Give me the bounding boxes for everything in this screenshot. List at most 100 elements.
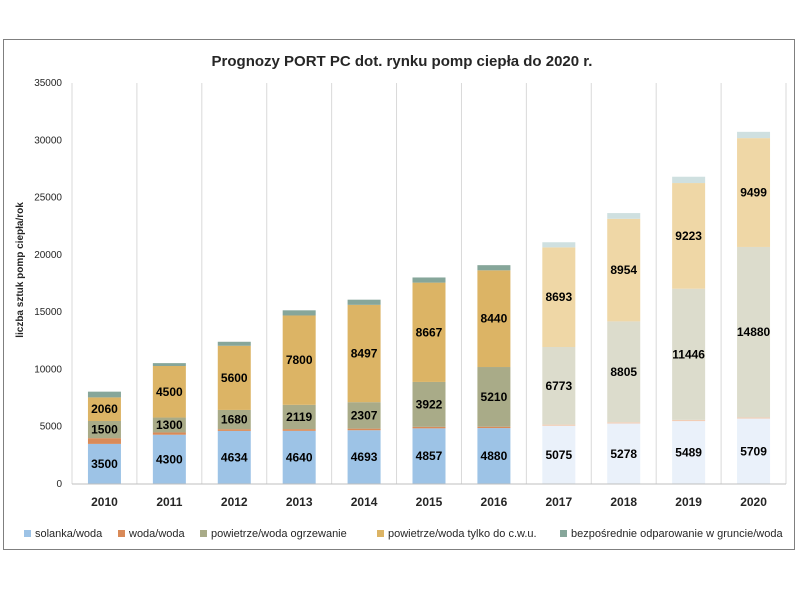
data-label: 5709	[740, 444, 767, 458]
data-label: 9499	[740, 186, 767, 200]
y-tick-label: 35000	[34, 78, 62, 89]
x-tick-label: 2012	[221, 495, 248, 509]
data-label: 3500	[91, 457, 118, 471]
chart-title: Prognozy PORT PC dot. rynku pomp ciepła …	[212, 53, 593, 70]
bar-segment	[412, 428, 446, 484]
legend: solanka/woda woda/woda powietrze/woda ogrz…	[24, 528, 783, 540]
bar-segment	[737, 418, 771, 484]
y-tick-label: 0	[56, 479, 62, 490]
legend-swatch	[118, 530, 125, 537]
bar-segment	[152, 434, 186, 484]
bar-segment	[412, 277, 446, 283]
bar-segment	[347, 299, 381, 305]
data-label: 9223	[675, 229, 702, 243]
legend-swatch	[200, 530, 207, 537]
bar-segment	[152, 365, 186, 418]
y-tick-label: 20000	[34, 250, 62, 261]
data-label: 4300	[156, 452, 183, 466]
bar-segment	[217, 430, 251, 484]
bar-segment	[477, 270, 511, 368]
data-label: 8667	[416, 325, 443, 339]
legend-label: bezpośrednie odparowanie w gruncie/woda	[571, 528, 783, 540]
x-axis-ticks: 2010 2011 2012 2013 2014 2015 2016 2017 2018 2019…	[91, 495, 767, 509]
data-label: 2307	[351, 408, 378, 422]
bar-segment	[607, 423, 641, 484]
bar-segment	[542, 346, 576, 425]
legend-item: bezpośrednie odparowanie w gruncie/woda	[560, 528, 783, 540]
bar-segment	[347, 402, 381, 429]
data-label: 5600	[221, 371, 248, 385]
grid-lines	[71, 83, 787, 484]
x-tick-label: 2019	[675, 495, 702, 509]
y-tick-label: 15000	[34, 307, 62, 318]
bar-segment	[737, 417, 771, 419]
data-label: 5210	[481, 390, 508, 404]
bar-segment	[282, 429, 316, 431]
y-tick-label: 30000	[34, 135, 62, 146]
bar-segment	[607, 213, 641, 219]
legend-item: powietrze/woda ogrzewanie	[200, 528, 347, 540]
bar-segment	[477, 428, 511, 484]
bar-segment	[347, 430, 381, 484]
legend-item: powietrze/woda tylko do c.w.u.	[377, 528, 537, 540]
data-label: 8693	[545, 290, 572, 304]
bar-segment	[217, 429, 251, 431]
bar-segment	[87, 443, 121, 484]
bar-segment	[737, 138, 771, 247]
y-tick-label: 25000	[34, 193, 62, 204]
bar-segment	[672, 421, 706, 484]
bar-segment	[87, 391, 121, 398]
data-label: 2119	[286, 410, 312, 424]
y-tick-label: 10000	[34, 364, 62, 375]
legend-swatch	[377, 530, 384, 537]
data-label: 14880	[737, 325, 771, 339]
data-label: 8954	[610, 263, 637, 277]
bar-segment	[282, 310, 316, 316]
data-labels: 3500 1500 2060 4300 1300 4500 4634 1680 5600 4640…	[91, 186, 770, 471]
bar-segment	[607, 321, 641, 423]
data-label: 4500	[156, 385, 183, 399]
bar-segment	[412, 282, 446, 382]
data-label: 5075	[545, 448, 572, 462]
bar-segment	[607, 422, 641, 424]
x-tick-label: 2013	[286, 495, 313, 509]
bars	[87, 131, 771, 484]
bar-segment	[282, 404, 316, 430]
legend-item: solanka/woda	[24, 528, 103, 540]
bar-segment	[152, 432, 186, 435]
bar-segment	[152, 363, 186, 366]
legend-label: solanka/woda	[35, 528, 103, 540]
bar-segment	[542, 424, 576, 426]
bar-segment	[477, 265, 511, 271]
bar-segment	[737, 246, 771, 418]
bar-segment	[607, 218, 641, 322]
legend-swatch	[560, 530, 567, 537]
data-label: 3922	[416, 397, 443, 411]
x-tick-label: 2015	[416, 495, 443, 509]
bar-segment	[282, 430, 316, 484]
data-label: 8440	[481, 312, 508, 326]
bar-segment	[477, 367, 511, 427]
data-label: 4634	[221, 450, 248, 464]
legend-swatch	[24, 530, 31, 537]
bar-segment	[477, 426, 511, 429]
x-tick-label: 2014	[351, 495, 378, 509]
bar-segment	[152, 417, 186, 433]
bar-segment	[217, 409, 251, 430]
bar-segment	[282, 315, 316, 405]
bar-segment	[412, 381, 446, 427]
data-label: 4640	[286, 450, 313, 464]
bar-segment	[542, 425, 576, 484]
y-tick-label: 5000	[40, 422, 63, 433]
x-tick-label: 2010	[91, 495, 118, 509]
legend-label: woda/woda	[128, 528, 186, 540]
bar-segment	[672, 176, 706, 184]
data-label: 11446	[672, 347, 705, 361]
x-tick-label: 2016	[481, 495, 508, 509]
legend-label: powietrze/woda ogrzewanie	[211, 528, 347, 540]
data-label: 4857	[416, 449, 443, 463]
bar-segment	[542, 242, 576, 248]
data-label: 6773	[545, 379, 572, 393]
data-label: 7800	[286, 353, 313, 367]
chart-frame	[3, 39, 795, 550]
